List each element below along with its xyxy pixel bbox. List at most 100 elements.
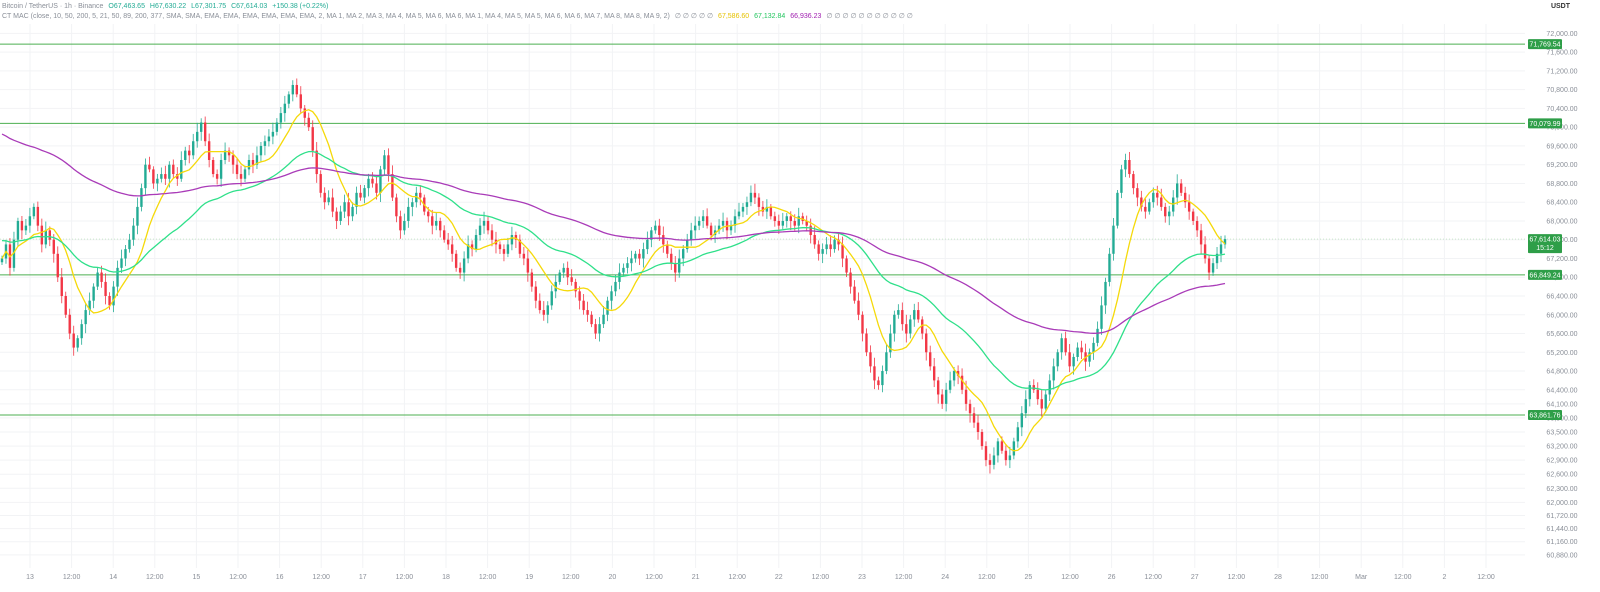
- x-tick-label: 26: [1108, 574, 1116, 581]
- candle-body: [28, 216, 32, 226]
- candle-body: [960, 375, 964, 390]
- candle-body: [72, 333, 75, 348]
- candle-body: [235, 164, 239, 175]
- candle-body: [1215, 253, 1219, 264]
- x-tick-label: 18: [442, 574, 450, 581]
- candle-body: [845, 258, 848, 273]
- candle-body: [793, 220, 796, 226]
- candle-body: [403, 220, 406, 231]
- candle-body: [773, 216, 777, 221]
- y-tick-label: 64,100.00: [1546, 401, 1577, 408]
- candle-body: [458, 267, 462, 273]
- candle-body: [1000, 441, 1004, 451]
- candle-body: [303, 108, 306, 118]
- candle-body: [988, 460, 992, 465]
- y-tick-label: 69,600.00: [1546, 143, 1577, 150]
- x-tick-label: 25: [1025, 574, 1033, 581]
- candle-body: [52, 239, 55, 254]
- candle-body: [634, 253, 637, 259]
- candle-body: [152, 169, 155, 184]
- candle-body: [148, 164, 151, 170]
- candle-body: [192, 141, 195, 156]
- candle-body: [359, 192, 362, 198]
- candle-body: [478, 225, 482, 236]
- candle-body: [638, 253, 641, 259]
- candle-body: [1207, 258, 1211, 273]
- x-tick-label: 12:00: [978, 574, 996, 581]
- candle-body: [1008, 455, 1012, 461]
- x-tick-label: 12:00: [1144, 574, 1162, 581]
- grid: [0, 24, 1525, 568]
- candle-body: [817, 244, 820, 254]
- candle-body: [689, 230, 693, 240]
- candle-body: [1076, 347, 1079, 357]
- y-tick-label: 70,800.00: [1546, 87, 1577, 94]
- candle-body: [92, 286, 95, 301]
- price-labels: 71,769.54 70,079.99 66,849.24 63,861.76 67,6…: [1528, 39, 1562, 421]
- candle-body: [395, 197, 398, 217]
- x-tick-label: 12:00: [1477, 574, 1495, 581]
- candle-body: [1020, 413, 1024, 428]
- candle-body: [1144, 206, 1147, 212]
- candle-body: [518, 239, 522, 254]
- candle-body: [901, 310, 904, 325]
- candle-body: [797, 216, 800, 226]
- candle-body: [172, 164, 175, 175]
- y-tick-label: 61,440.00: [1546, 526, 1577, 533]
- candle-body: [582, 300, 585, 311]
- candle-body: [921, 319, 924, 334]
- candle-body: [375, 183, 378, 193]
- candle-body: [538, 300, 541, 311]
- candle-body: [869, 352, 872, 367]
- candle-body: [363, 188, 366, 198]
- candle-body: [1211, 263, 1215, 273]
- candle-body: [439, 220, 442, 231]
- candle-body: [697, 220, 701, 226]
- candle-body: [1048, 380, 1051, 395]
- candle-body: [231, 155, 235, 165]
- candle-body: [909, 319, 912, 334]
- indicator-legend[interactable]: CT MAC (close, 10, 50, 200, 5, 21, 50, 8…: [2, 12, 916, 20]
- candle-body: [1108, 253, 1111, 282]
- price-axis[interactable]: 72,000.00 71,600.00 71,200.00 70,800.00 70,4…: [1546, 31, 1577, 559]
- candle-body: [757, 197, 761, 207]
- candle-body: [164, 174, 167, 179]
- close-value: C67,614.03: [231, 3, 268, 10]
- candle-body: [307, 117, 310, 128]
- candle-body: [1060, 338, 1063, 353]
- x-tick-label: Mar: [1355, 574, 1368, 581]
- low-value: L67,301.75: [191, 3, 227, 10]
- candle-body: [857, 300, 860, 315]
- candle-body: [574, 281, 577, 292]
- ma3-value: 66,936.23: [790, 13, 822, 20]
- candle-body: [753, 192, 757, 198]
- candle-body: [287, 94, 291, 104]
- candle-body: [705, 216, 709, 226]
- candle-body: [929, 352, 932, 367]
- candle-body: [682, 249, 685, 259]
- symbol-legend[interactable]: Bitcoin / TetherUS · 1h · Binance O67,46…: [2, 3, 331, 10]
- x-tick-label: 12:00: [1394, 574, 1412, 581]
- candle-body: [96, 272, 99, 287]
- candle-body: [223, 150, 227, 160]
- candle-body: [666, 244, 669, 254]
- candle-body: [622, 267, 625, 273]
- candle-body: [980, 432, 984, 447]
- indicator-placeholders-2: ∅ ∅ ∅ ∅ ∅ ∅ ∅ ∅ ∅ ∅ ∅: [826, 13, 913, 20]
- ma-slow-line: [1, 133, 1226, 334]
- ma-mid-line: [1, 150, 1226, 391]
- candle-body: [841, 244, 844, 259]
- open-value: O67,463.65: [108, 3, 145, 10]
- candle-body: [271, 131, 275, 137]
- candle-body: [825, 244, 828, 250]
- level-price-tag: [1528, 118, 1562, 129]
- candle-body: [442, 230, 446, 240]
- candle-body: [749, 192, 753, 203]
- time-axis[interactable]: 13 12:00 14 12:00 15 12:00 16 12:00 17 12:00 18 12:…: [26, 574, 1495, 581]
- candle-body: [741, 206, 745, 212]
- x-tick-label: 22: [775, 574, 783, 581]
- candle-body: [1100, 305, 1103, 329]
- candle-body: [84, 310, 87, 325]
- candle-body: [283, 103, 287, 114]
